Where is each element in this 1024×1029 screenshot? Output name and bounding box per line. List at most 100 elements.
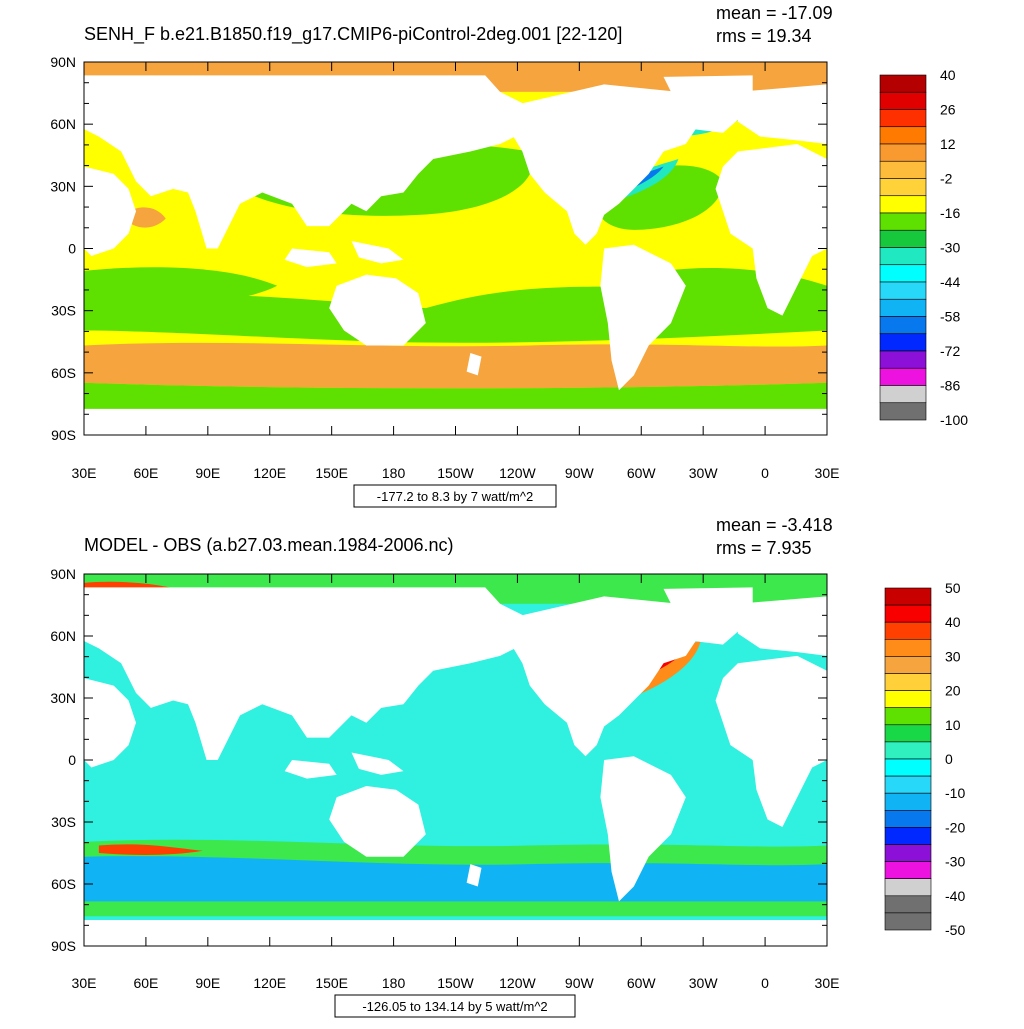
panel-bottom: MODEL - OBS (a.b27.03.mean.1984-2006.nc)… bbox=[50, 515, 965, 1018]
colorbar-swatch bbox=[884, 758, 932, 777]
colorbar-label: -30 bbox=[940, 240, 960, 256]
lon-label: 0 bbox=[761, 975, 769, 991]
mean-value: mean = -17.09 bbox=[716, 3, 833, 23]
colorbar-swatch bbox=[884, 878, 932, 897]
colorbar-swatch bbox=[879, 298, 927, 317]
colorbar-swatch bbox=[879, 143, 927, 162]
lon-label: 90W bbox=[565, 975, 595, 991]
colorbar-swatch bbox=[879, 160, 927, 179]
lon-label: 150W bbox=[437, 465, 474, 481]
colorbar-swatch bbox=[884, 621, 932, 640]
colorbar-swatch bbox=[879, 350, 927, 369]
lat-label: 90N bbox=[50, 566, 76, 582]
lat-label: 60S bbox=[51, 365, 76, 381]
lat-label: 60N bbox=[50, 628, 76, 644]
field-southern-ocean bbox=[84, 342, 827, 389]
colorbar-label: -30 bbox=[945, 854, 965, 870]
colorbar-swatch bbox=[884, 912, 932, 931]
range-caption: -177.2 to 8.3 by 7 watt/m^2 bbox=[377, 489, 533, 504]
lon-axis: 30E 60E 90E 120E 150E 180 150W 120W 90W 60W 30W 0 30… bbox=[72, 62, 840, 481]
lat-axis: 90N 60N 30N 0 30S 60S 90S bbox=[50, 54, 827, 443]
colorbar-label: -40 bbox=[945, 888, 965, 904]
lat-label: 0 bbox=[68, 752, 76, 768]
colorbar-swatch bbox=[879, 229, 927, 248]
range-caption: -126.05 to 134.14 by 5 watt/m^2 bbox=[362, 999, 547, 1014]
mean-value: mean = -3.418 bbox=[716, 515, 833, 535]
lon-label: 60E bbox=[133, 465, 158, 481]
colorbar-swatch bbox=[884, 741, 932, 760]
lon-label: 30W bbox=[689, 975, 719, 991]
colorbar-label: 12 bbox=[940, 136, 956, 152]
range-caption-box: -126.05 to 134.14 by 5 watt/m^2 bbox=[334, 994, 576, 1018]
field-south-indian-gyre bbox=[84, 267, 278, 306]
map-area bbox=[84, 62, 827, 435]
colorbar-swatch bbox=[879, 74, 927, 93]
colorbar-swatch bbox=[879, 367, 927, 386]
lat-axis: 90N 60N 30N 0 30S 60S 90S bbox=[50, 566, 827, 954]
colorbar-swatch bbox=[884, 792, 932, 811]
colorbar-label: -2 bbox=[940, 171, 953, 187]
lon-label: 0 bbox=[761, 465, 769, 481]
colorbar-label: 0 bbox=[945, 751, 953, 767]
colorbar-swatch bbox=[884, 638, 932, 657]
colorbar-swatch bbox=[884, 587, 932, 606]
panel-title: SENH_F b.e21.B1850.f19_g17.CMIP6-piContr… bbox=[84, 24, 622, 45]
colorbar-label: -100 bbox=[940, 412, 968, 428]
lat-label: 60S bbox=[51, 876, 76, 892]
colorbar-swatch bbox=[879, 281, 927, 300]
colorbar-swatch bbox=[879, 385, 927, 404]
lat-label: 90S bbox=[51, 427, 76, 443]
colorbar-swatch bbox=[879, 247, 927, 266]
colorbar-label: 50 bbox=[945, 580, 961, 596]
lon-label: 120W bbox=[499, 465, 536, 481]
lon-label: 60W bbox=[627, 975, 657, 991]
colorbar-label: 10 bbox=[945, 717, 961, 733]
colorbar-swatch bbox=[879, 195, 927, 214]
colorbar-swatch bbox=[884, 690, 932, 708]
colorbar-swatch bbox=[884, 895, 932, 914]
lat-label: 30S bbox=[51, 814, 76, 830]
colorbar-label: -58 bbox=[940, 309, 960, 325]
lon-label: 30W bbox=[689, 465, 719, 481]
lat-label: 0 bbox=[68, 241, 76, 257]
colorbar-swatch bbox=[879, 402, 927, 421]
panel-top: SENH_F b.e21.B1850.f19_g17.CMIP6-piContr… bbox=[50, 3, 968, 508]
lat-label: 60N bbox=[50, 116, 76, 132]
lat-label: 30N bbox=[50, 690, 76, 706]
panel-title: MODEL - OBS (a.b27.03.mean.1984-2006.nc) bbox=[84, 535, 454, 555]
lon-label: 90W bbox=[565, 465, 595, 481]
colorbar-label: -10 bbox=[945, 785, 965, 801]
colorbar-swatch bbox=[884, 827, 932, 845]
field-arabian-sea bbox=[128, 207, 166, 228]
colorbar-label: 26 bbox=[940, 102, 956, 118]
lon-label: 30E bbox=[815, 465, 840, 481]
colorbar-label: -16 bbox=[940, 205, 960, 221]
lon-label: 30E bbox=[72, 465, 97, 481]
colorbar-label: -44 bbox=[940, 274, 960, 290]
colorbar-label: 40 bbox=[945, 614, 961, 630]
field-southern-ocean-green bbox=[84, 382, 827, 413]
lon-label: 30E bbox=[815, 975, 840, 991]
colorbar-label: 40 bbox=[940, 67, 956, 83]
colorbar: 40 26 12 -2 -16 -30 -44 -58 -72 -86 -100 bbox=[879, 67, 968, 428]
colorbar-swatch bbox=[879, 126, 927, 145]
range-caption-box: -177.2 to 8.3 by 7 watt/m^2 bbox=[353, 484, 557, 508]
map-area bbox=[84, 574, 827, 946]
lon-label: 60W bbox=[627, 465, 657, 481]
lon-label: 120E bbox=[253, 465, 286, 481]
colorbar-swatch bbox=[884, 861, 932, 879]
lat-label: 30N bbox=[50, 178, 76, 194]
colorbar-swatch bbox=[884, 707, 932, 726]
lat-label: 90N bbox=[50, 54, 76, 70]
colorbar-swatch bbox=[879, 109, 927, 128]
lon-label: 90E bbox=[195, 465, 220, 481]
colorbar-label: -50 bbox=[945, 922, 965, 938]
colorbar-swatch bbox=[879, 178, 927, 197]
colorbar-swatch bbox=[884, 809, 932, 828]
lon-label: 90E bbox=[195, 975, 220, 991]
lon-axis: 30E 60E 90E 120E 150E 180 150W 120W 90W 60W 30W 0 30… bbox=[72, 574, 840, 991]
colorbar-swatch bbox=[879, 316, 927, 335]
colorbar-swatch bbox=[879, 91, 927, 110]
colorbar-swatch bbox=[884, 656, 932, 674]
colorbar-swatch bbox=[879, 333, 927, 352]
